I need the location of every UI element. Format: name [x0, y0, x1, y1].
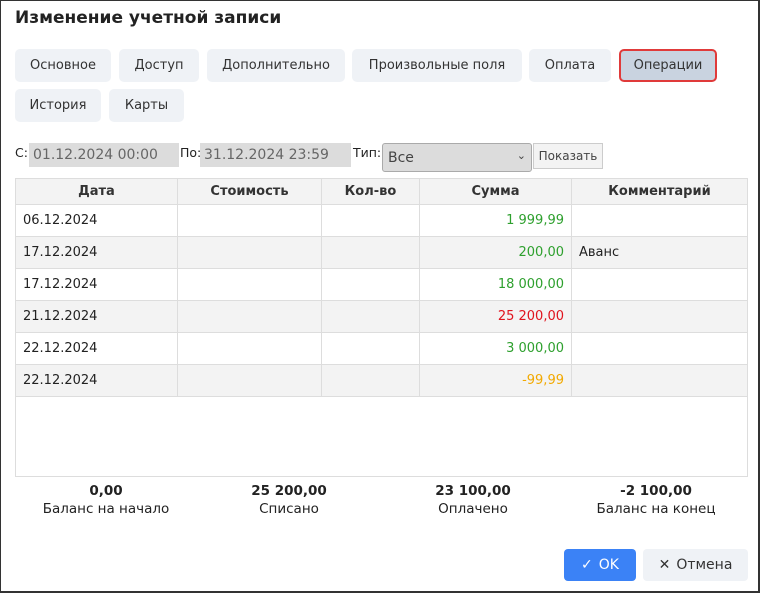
column-header-sum[interactable]: Сумма	[420, 179, 572, 204]
dialog-title: Изменение учетной записи	[15, 8, 282, 28]
cell-date: 17.12.2024	[16, 237, 178, 268]
cell-cost	[178, 301, 322, 332]
summary-label: Баланс на начало	[42, 501, 170, 517]
column-header-date[interactable]: Дата	[16, 179, 178, 204]
cell-comment	[572, 269, 747, 300]
column-header-qty[interactable]: Кол-во	[322, 179, 420, 204]
summary-label: Оплачено	[438, 501, 508, 517]
table-row[interactable]: 21.12.2024 25 200,00	[16, 301, 747, 333]
cancel-label: Отмена	[676, 557, 733, 573]
table-row[interactable]: 22.12.2024 3 000,00	[16, 333, 747, 365]
table-row[interactable]: 17.12.2024 18 000,00	[16, 269, 747, 301]
cell-comment	[572, 333, 747, 364]
tab-history[interactable]: История	[15, 89, 101, 122]
summary-label: Списано	[259, 501, 319, 517]
chevron-down-icon: ⌄	[516, 149, 526, 162]
operations-table: Дата Стоимость Кол-во Сумма Комментарий …	[15, 178, 748, 477]
tab-access[interactable]: Доступ	[119, 49, 199, 82]
cell-cost	[178, 269, 322, 300]
tab-payment[interactable]: Оплата	[529, 49, 611, 82]
show-button[interactable]: Показать	[533, 143, 603, 169]
tab-main[interactable]: Основное	[15, 49, 111, 82]
check-icon: ✓	[581, 557, 593, 573]
table-header: Дата Стоимость Кол-во Сумма Комментарий	[16, 179, 747, 205]
table-row[interactable]: 22.12.2024 -99,99	[16, 365, 747, 397]
tab-custom-fields[interactable]: Произвольные поля	[352, 49, 522, 82]
tab-cards[interactable]: Карты	[109, 89, 184, 122]
summary-charged: 25 200,00 Списано	[199, 483, 379, 517]
cell-qty	[322, 205, 420, 236]
to-date-input[interactable]: 31.12.2024 23:59	[200, 143, 351, 167]
cell-qty	[322, 269, 420, 300]
tab-operations[interactable]: Операции	[619, 49, 717, 82]
cell-cost	[178, 205, 322, 236]
ok-label: OK	[598, 557, 619, 573]
to-label: По:	[180, 145, 202, 160]
cell-comment	[572, 365, 747, 396]
cell-cost	[178, 237, 322, 268]
cell-date: 22.12.2024	[16, 365, 178, 396]
cell-sum: 25 200,00	[420, 301, 572, 332]
summary-value: 0,00	[89, 483, 123, 499]
cell-sum: -99,99	[420, 365, 572, 396]
from-date-input[interactable]: 01.12.2024 00:00	[29, 143, 179, 167]
cell-sum: 18 000,00	[420, 269, 572, 300]
cell-comment	[572, 205, 747, 236]
type-select[interactable]: Все ⌄	[382, 143, 532, 172]
table-row[interactable]: 06.12.2024 1 999,99	[16, 205, 747, 237]
type-label: Тип:	[353, 145, 382, 160]
cell-qty	[322, 237, 420, 268]
cell-sum: 1 999,99	[420, 205, 572, 236]
type-select-value: Все	[388, 150, 414, 166]
from-label: С:	[15, 145, 28, 160]
cell-date: 21.12.2024	[16, 301, 178, 332]
cancel-button[interactable]: ✕ Отмена	[643, 549, 748, 581]
column-header-cost[interactable]: Стоимость	[178, 179, 322, 204]
close-icon: ✕	[658, 557, 671, 573]
summary-start-balance: 0,00 Баланс на начало	[16, 483, 196, 517]
cell-sum: 3 000,00	[420, 333, 572, 364]
cell-cost	[178, 365, 322, 396]
summary-label: Баланс на конец	[596, 501, 716, 517]
cell-qty	[322, 333, 420, 364]
cell-qty	[322, 301, 420, 332]
summary-end-balance: -2 100,00 Баланс на конец	[566, 483, 746, 517]
summary-paid: 23 100,00 Оплачено	[383, 483, 563, 517]
column-header-comment[interactable]: Комментарий	[608, 184, 711, 199]
cell-date: 22.12.2024	[16, 333, 178, 364]
cell-comment	[572, 301, 747, 332]
table-row[interactable]: 17.12.2024 200,00 Аванс	[16, 237, 747, 269]
cell-comment: Аванс	[579, 245, 620, 260]
cell-cost	[178, 333, 322, 364]
summary-value: -2 100,00	[620, 483, 692, 499]
summary-value: 25 200,00	[251, 483, 327, 499]
cell-date: 17.12.2024	[16, 269, 178, 300]
cell-sum: 200,00	[420, 237, 572, 268]
cell-qty	[322, 365, 420, 396]
cell-date: 06.12.2024	[16, 205, 178, 236]
ok-button[interactable]: ✓ OK	[564, 549, 636, 581]
tab-additional[interactable]: Дополнительно	[207, 49, 345, 82]
summary-value: 23 100,00	[435, 483, 511, 499]
